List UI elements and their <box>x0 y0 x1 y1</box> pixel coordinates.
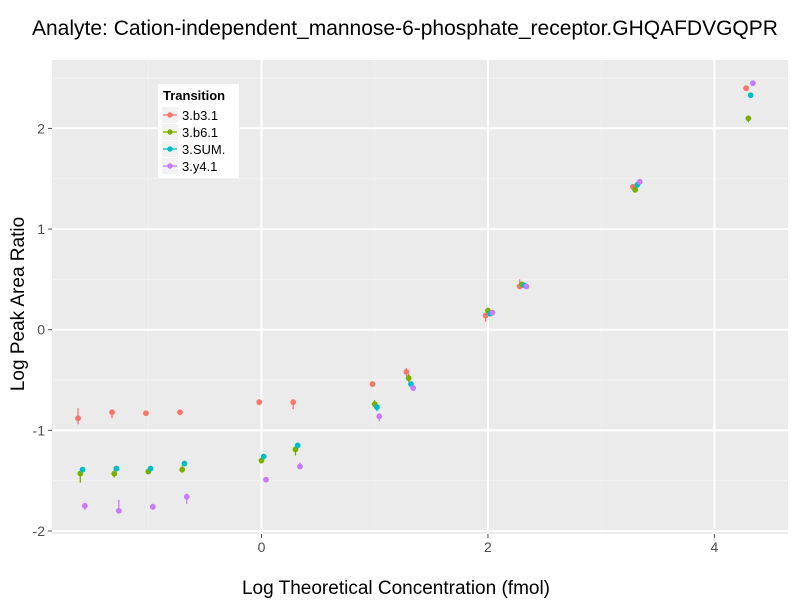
y-axis-title: Log Peak Area Ratio <box>8 217 29 391</box>
tick-labels: 0 2 4 -2 -1 0 1 2 <box>33 120 719 555</box>
data-point <box>403 369 410 375</box>
data-point <box>523 283 530 290</box>
data-point <box>745 115 752 122</box>
minor-gridlines <box>52 60 788 534</box>
data-point <box>143 410 149 417</box>
data-point <box>297 463 303 470</box>
y-tick-label: -1 <box>33 422 46 438</box>
data-point <box>179 466 186 473</box>
legend-key-point <box>167 129 173 135</box>
data-point <box>636 178 643 185</box>
data-point <box>263 476 269 483</box>
data-point <box>369 381 376 387</box>
legend-label: 3.b6.1 <box>182 125 218 140</box>
y-tick-label: 2 <box>37 120 45 136</box>
data-point <box>743 85 750 92</box>
x-tick-label: 4 <box>711 539 719 555</box>
data-point <box>113 465 120 472</box>
y-tick-label: 0 <box>37 322 45 338</box>
x-tick-label: 0 <box>258 539 266 555</box>
data-point <box>290 399 297 406</box>
data-point <box>747 92 754 99</box>
x-tick-label: 2 <box>484 539 492 555</box>
data-point <box>749 80 756 87</box>
axis-ticks <box>48 127 715 538</box>
legend-label: 3.y4.1 <box>182 159 217 174</box>
data-point <box>183 493 190 500</box>
legend-title: Transition <box>163 88 225 103</box>
data-point <box>260 453 267 460</box>
legend-item: 3.y4.1 <box>162 158 217 174</box>
data-point <box>75 415 81 422</box>
data-point <box>115 507 122 514</box>
data-point <box>149 503 156 510</box>
data-point <box>405 375 412 381</box>
data-point <box>410 385 417 391</box>
legend-key-point <box>167 163 173 169</box>
series-3.y4.1 <box>81 80 756 514</box>
data-point <box>256 399 263 406</box>
data-marks <box>75 80 756 514</box>
data-point <box>374 404 380 411</box>
series-3.b3.1 <box>75 85 750 425</box>
data-point <box>294 442 301 449</box>
legend-items: 3.b3.1 3.b6.1 3.SUM. 3.y4.1 <box>162 107 225 174</box>
data-point <box>489 309 496 316</box>
data-point <box>111 470 118 477</box>
data-point <box>109 409 115 416</box>
y-tick-label: 1 <box>37 221 45 237</box>
data-point <box>632 186 639 193</box>
data-point <box>181 460 188 467</box>
x-axis-title: Log Theoretical Concentration (fmol) <box>242 578 550 599</box>
data-point <box>482 312 489 319</box>
legend: Transition 3.b3.1 3.b6.1 3.SUM. 3.y4.1 <box>158 84 239 178</box>
legend-item: 3.b6.1 <box>162 124 218 140</box>
data-point <box>376 413 383 420</box>
legend-key-point <box>167 112 173 118</box>
data-point <box>79 466 86 473</box>
data-point <box>177 409 183 416</box>
legend-label: 3.b3.1 <box>182 108 218 123</box>
legend-item: 3.SUM. <box>162 141 225 157</box>
y-tick-label: -2 <box>33 523 46 539</box>
data-point <box>81 502 88 509</box>
chart-title: Analyte: Cation-independent_mannose-6-ph… <box>32 17 778 40</box>
legend-item: 3.b3.1 <box>162 107 218 123</box>
legend-label: 3.SUM. <box>182 142 225 157</box>
data-point <box>147 465 154 472</box>
legend-key-point <box>167 146 173 152</box>
